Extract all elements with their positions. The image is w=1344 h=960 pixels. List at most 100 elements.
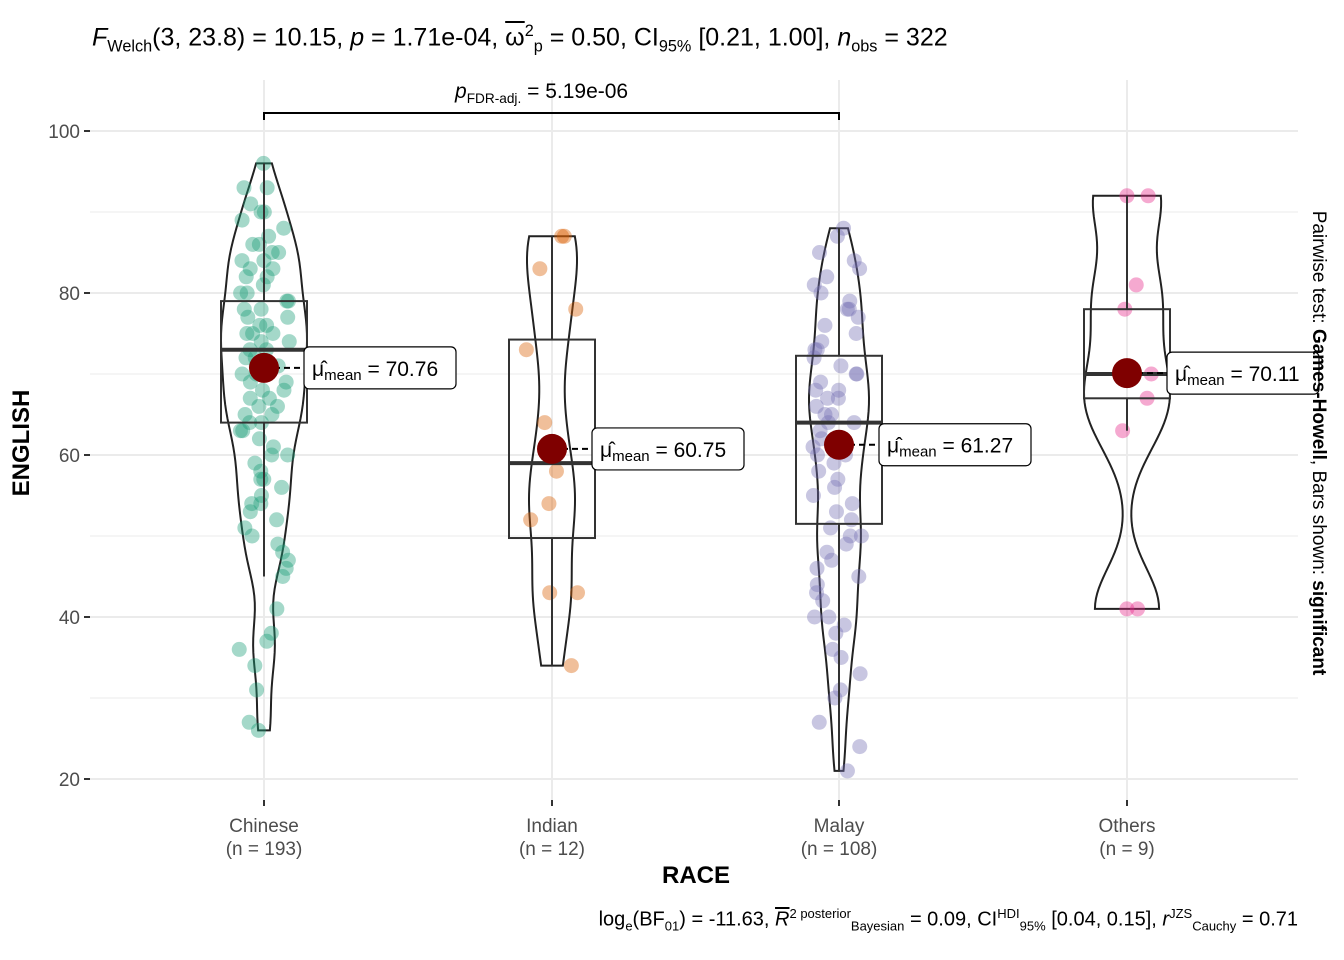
- y-tick-label: 20: [59, 770, 80, 791]
- data-point: [827, 479, 843, 495]
- mean-point: [537, 433, 567, 464]
- mean-symbol: μ̂: [887, 435, 903, 458]
- data-point: [263, 625, 279, 641]
- data-point: [542, 585, 558, 601]
- mean-label: μ̂mean = 61.27: [878, 423, 1032, 467]
- data-point: [234, 253, 250, 269]
- data-point: [259, 633, 275, 649]
- data-point: [839, 301, 855, 317]
- data-point: [1119, 601, 1135, 617]
- data-point: [278, 560, 294, 576]
- data-point: [270, 536, 286, 552]
- mean-label-box: [1166, 351, 1320, 395]
- data-point: [852, 666, 868, 682]
- data-point: [808, 382, 824, 398]
- mean-symbol: μ̂: [1175, 363, 1191, 386]
- data-point: [259, 317, 275, 333]
- data-point: [245, 236, 261, 252]
- data-point: [239, 326, 255, 341]
- violin-chinese: [219, 162, 309, 732]
- data-point: [853, 528, 869, 544]
- data-point: [842, 528, 858, 544]
- data-point: [276, 220, 292, 236]
- data-point: [825, 641, 841, 657]
- data-point: [554, 228, 570, 244]
- data-point: [253, 471, 269, 487]
- data-point: [269, 398, 285, 414]
- data-point: [280, 309, 296, 325]
- data-point: [828, 504, 844, 520]
- data-point: [234, 366, 250, 382]
- data-point: [264, 245, 280, 260]
- data-point: [265, 326, 281, 341]
- data-point: [532, 261, 548, 277]
- data-point: [833, 650, 849, 665]
- x-tick-n: (n = 108): [801, 839, 878, 860]
- data-point: [830, 471, 846, 487]
- data-point: [278, 374, 294, 390]
- data-point: [280, 552, 296, 568]
- data-point: [537, 415, 553, 431]
- data-point: [813, 285, 829, 301]
- x-axis-title: RACE: [661, 862, 731, 889]
- data-point: [812, 423, 828, 439]
- data-point: [843, 512, 859, 528]
- mean-label-text: μ̂mean = 61.27: [887, 435, 1013, 461]
- mean-sub: mean: [899, 444, 937, 461]
- mean-symbol: μ̂: [600, 439, 616, 462]
- data-point: [1140, 188, 1156, 204]
- data-point: [823, 407, 839, 422]
- y-tick-label: 80: [59, 284, 80, 305]
- data-point: [805, 439, 821, 455]
- mean-label-box: [878, 423, 1032, 467]
- data-point: [807, 342, 823, 358]
- data-point: [265, 261, 281, 277]
- data-point: [249, 682, 265, 698]
- data-point: [817, 317, 833, 333]
- data-point: [570, 585, 586, 601]
- data-point: [821, 609, 837, 625]
- violin-indian: [525, 235, 579, 667]
- mean-label: μ̂mean = 70.76: [303, 346, 457, 390]
- data-point: [836, 617, 852, 633]
- data-point: [237, 520, 253, 536]
- data-point: [265, 439, 281, 455]
- mean-label-text: μ̂mean = 60.75: [600, 439, 726, 465]
- data-point: [852, 739, 868, 755]
- mean-value: = 61.27: [937, 435, 1013, 458]
- data-point: [548, 463, 564, 479]
- x-tick-label: Others: [1098, 816, 1155, 837]
- data-point: [243, 196, 259, 212]
- data-point: [242, 504, 258, 520]
- x-tick-label: Malay: [814, 816, 865, 837]
- data-point: [541, 496, 557, 512]
- data-point: [806, 350, 822, 366]
- mean-value: = 70.11: [1225, 363, 1300, 386]
- data-point: [240, 309, 256, 325]
- mean-label-text: μ̂mean = 70.11: [1175, 363, 1300, 389]
- data-point: [235, 423, 251, 439]
- x-tick-label: Chinese: [229, 816, 299, 837]
- data-point: [523, 512, 539, 528]
- data-point: [829, 228, 845, 244]
- data-point: [242, 390, 258, 406]
- data-point: [848, 326, 864, 341]
- data-point: [827, 690, 843, 706]
- pairwise-label: pFDR-adj. = 5.19e-06: [455, 80, 629, 107]
- violin-malay: [807, 227, 871, 772]
- y-tick-label: 60: [59, 446, 80, 467]
- data-point: [808, 398, 824, 414]
- data-point: [275, 569, 291, 584]
- data-point: [261, 390, 277, 406]
- data-point: [232, 423, 248, 439]
- data-point: [811, 463, 827, 479]
- mean-sub: mean: [612, 448, 650, 465]
- mean-point: [1112, 358, 1142, 389]
- data-point: [254, 382, 270, 398]
- data-point: [253, 488, 269, 503]
- subtitle-stats: FWelch(3, 23.8) = 10.15, p = 1.71e-04, ω…: [92, 22, 948, 56]
- y-tick-label: 100: [48, 122, 80, 143]
- data-point: [817, 407, 833, 422]
- data-point: [276, 382, 292, 398]
